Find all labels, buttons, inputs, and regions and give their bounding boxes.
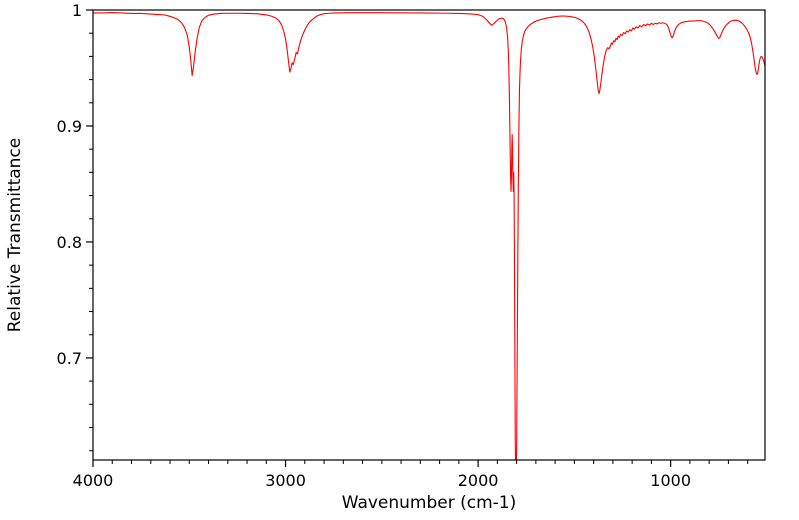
x-tick-label: 3000 bbox=[265, 471, 306, 490]
spectrum-series bbox=[93, 12, 765, 460]
x-tick-label: 4000 bbox=[73, 471, 114, 490]
x-axis-label: Wavenumber (cm-1) bbox=[342, 493, 517, 513]
y-tick-label: 0.7 bbox=[57, 349, 82, 368]
y-axis-label: Relative Transmittance bbox=[5, 138, 25, 333]
spectrum-line bbox=[93, 12, 765, 460]
x-tick-label: 2000 bbox=[458, 471, 499, 490]
y-tick-label: 0.9 bbox=[57, 117, 82, 136]
y-tick-label: 1 bbox=[72, 1, 82, 20]
y-tick-label: 0.8 bbox=[57, 233, 82, 252]
axis-ticks bbox=[86, 9, 749, 467]
axis-tick-labels: 4000 3000 2000 1000 0.7 0.8 0.9 1 bbox=[57, 1, 691, 490]
plot-frame bbox=[92, 9, 766, 461]
x-tick-label: 1000 bbox=[650, 471, 691, 490]
